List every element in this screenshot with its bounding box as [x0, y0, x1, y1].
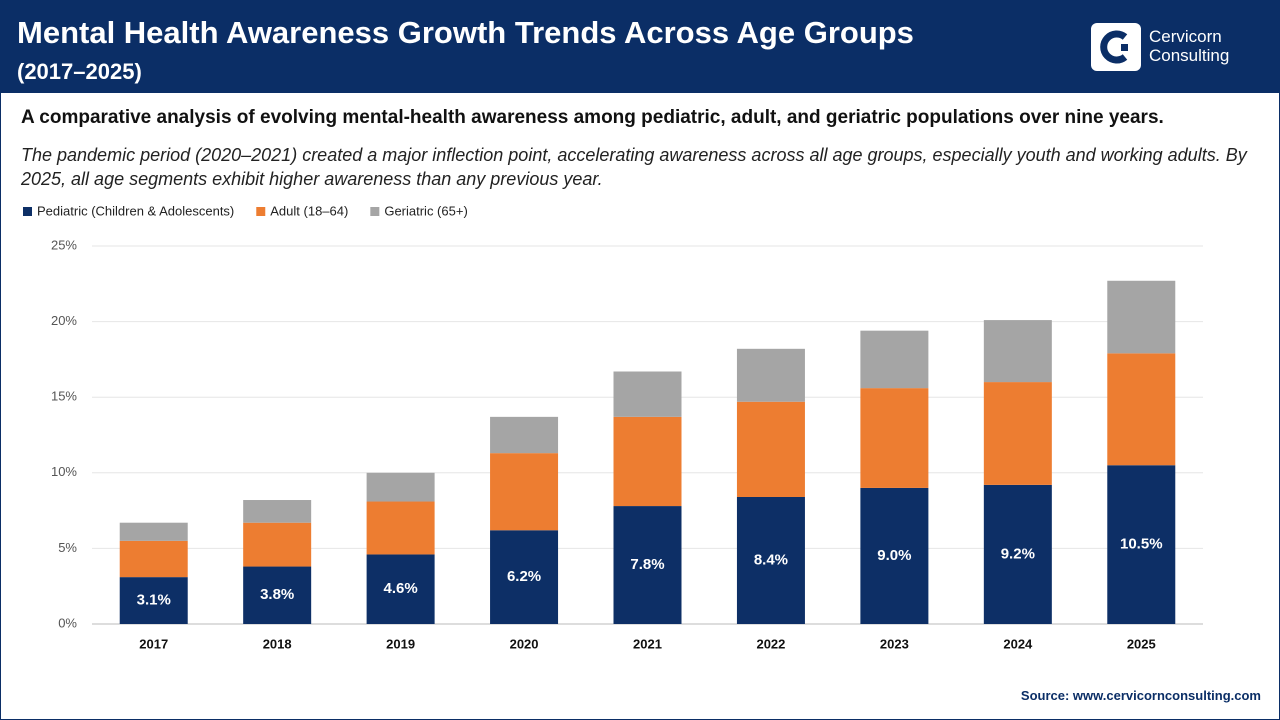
logo-graphic [1100, 30, 1128, 64]
value-label: 8.4% [754, 551, 788, 568]
header-title: Mental Health Awareness Growth Trends Ac… [17, 15, 914, 50]
bar-segment [1107, 280, 1176, 354]
value-label: 9.0% [877, 547, 911, 564]
bar-segment [243, 566, 312, 624]
bar-segment [490, 530, 559, 624]
y-tick-label: 10% [51, 464, 77, 479]
bar-segment [860, 487, 929, 624]
logo-text: Consulting [1149, 46, 1230, 65]
logo-icon [1091, 23, 1141, 71]
legend-label: Pediatric (Children & Adolescents) [37, 203, 234, 218]
legend-swatch [370, 207, 380, 216]
bar-segment [1107, 353, 1176, 466]
bar-segment [490, 453, 559, 531]
bar-segment [366, 472, 435, 502]
bar-segment [983, 320, 1052, 383]
bar-segment [119, 522, 188, 541]
y-tick-label: 25% [51, 237, 77, 252]
y-tick-label: 0% [58, 615, 77, 630]
bar-segment [983, 382, 1052, 485]
value-label: 3.8% [260, 586, 294, 603]
chart-description: The pandemic period (2020–2021) created … [21, 145, 1247, 189]
bar-segment [736, 401, 805, 497]
bar-segment [736, 348, 805, 402]
legend-label: Adult (18–64) [270, 203, 348, 218]
logo-dot [1121, 44, 1128, 51]
value-label: 9.2% [1001, 545, 1035, 562]
bar-segment [1107, 465, 1176, 624]
legend-swatch [23, 207, 32, 216]
bar-segment [613, 506, 682, 624]
legend-swatch [256, 207, 266, 216]
bar-segment [366, 501, 435, 555]
legend-label: Geriatric (65+) [384, 203, 467, 218]
header-subtitle: (2017–2025) [17, 59, 142, 84]
bar-segment [613, 371, 682, 417]
chart-title: A comparative analysis of evolving menta… [21, 107, 1164, 128]
value-label: 4.6% [384, 580, 418, 597]
value-label: 7.8% [630, 556, 664, 573]
x-tick-label: 2023 [880, 636, 909, 651]
x-tick-label: 2018 [263, 636, 292, 651]
value-label: 3.1% [137, 592, 171, 609]
x-tick-label: 2020 [510, 636, 539, 651]
bar-segment [860, 330, 929, 389]
bar-segment [613, 416, 682, 507]
x-tick-label: 2021 [633, 636, 662, 651]
y-tick-label: 15% [51, 389, 77, 404]
source: Source: www.cervicornconsulting.com [1020, 688, 1261, 703]
bar-segment [736, 496, 805, 624]
bar-segment [490, 416, 559, 454]
x-tick-label: 2022 [756, 636, 785, 651]
value-label: 6.2% [507, 568, 541, 585]
bar-segment [366, 554, 435, 624]
logo-c [1100, 30, 1128, 64]
x-tick-label: 2017 [139, 636, 168, 651]
header: Mental Health Awareness Growth Trends Ac… [1, 1, 1279, 93]
bar-segment [983, 484, 1052, 624]
x-tick-label: 2025 [1127, 636, 1156, 651]
y-tick-label: 20% [51, 313, 77, 328]
logo-text: Cervicorn [1149, 27, 1222, 46]
bar-segment [119, 577, 188, 624]
bar-segment [860, 388, 929, 488]
bar-segment [119, 540, 188, 578]
bar-segment [243, 522, 312, 567]
x-tick-label: 2019 [386, 636, 415, 651]
x-tick-label: 2024 [1003, 636, 1033, 651]
bar-segment [243, 500, 312, 523]
y-tick-label: 5% [58, 540, 77, 555]
value-label: 10.5% [1120, 536, 1163, 553]
